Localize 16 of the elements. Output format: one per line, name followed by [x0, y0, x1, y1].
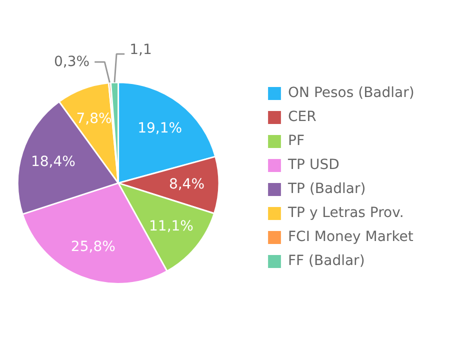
legend-label: PF	[288, 133, 306, 149]
data-label: 8,4%	[168, 176, 205, 192]
legend-label: TP USD	[288, 157, 340, 173]
data-label: 18,4%	[30, 154, 76, 170]
data-label: 11,1%	[149, 218, 194, 235]
legend-label: ON Pesos (Badlar)	[288, 85, 414, 101]
data-label: 1,1	[130, 42, 152, 58]
data-label: 25,8%	[70, 238, 116, 255]
legend-label: CER	[288, 109, 316, 125]
legend-label: TP y Letras Prov.	[288, 205, 404, 221]
data-label: 0,3%	[54, 54, 90, 70]
legend-label: TP (Badlar)	[288, 181, 366, 197]
legend-label: FF (Badlar)	[288, 253, 365, 269]
data-label: 7,8%	[76, 110, 112, 127]
data-label: 19,1%	[138, 120, 182, 137]
legend-label: FCI Money Market	[288, 229, 414, 245]
